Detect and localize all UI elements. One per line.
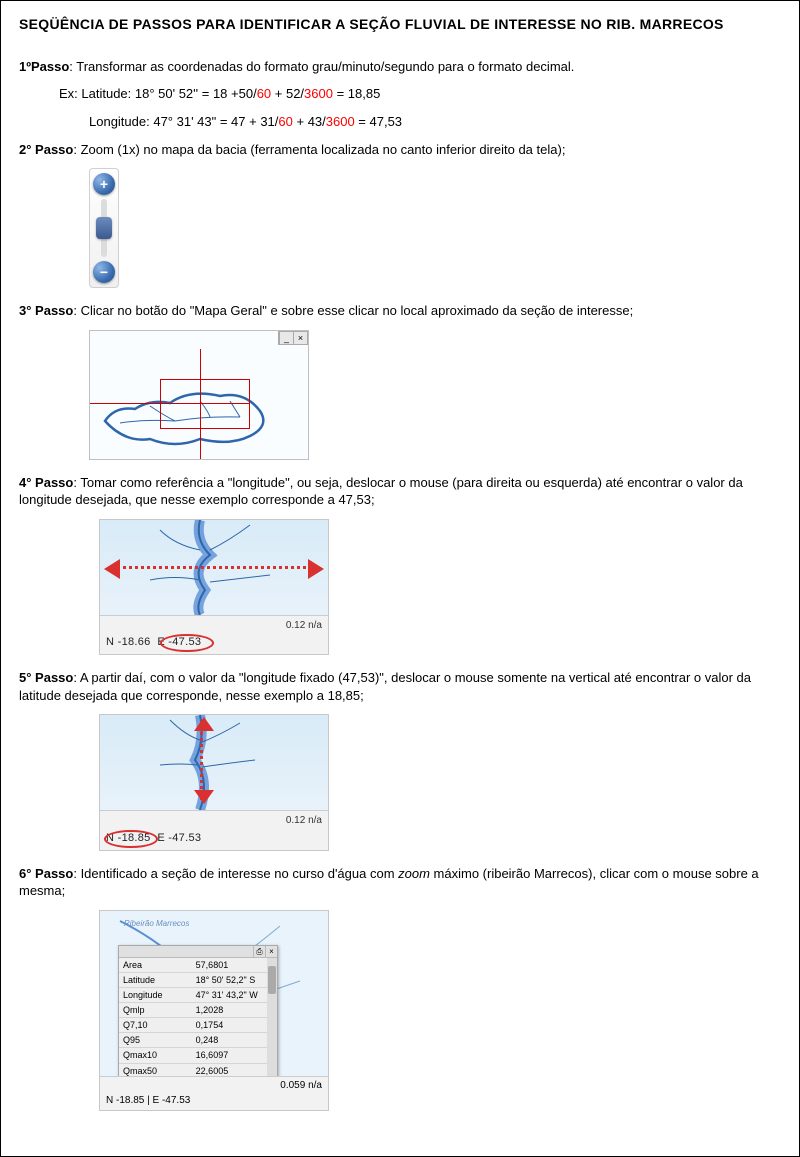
step-1-text: 1ºPasso: Transformar as coordenadas do f… bbox=[19, 58, 781, 76]
scale-label: 0.059 n/a bbox=[100, 1076, 328, 1095]
step-2-text: 2° Passo: Zoom (1x) no mapa da bacia (fe… bbox=[19, 141, 781, 159]
close-icon[interactable]: × bbox=[265, 946, 277, 957]
zoom-in-button[interactable]: + bbox=[93, 173, 115, 195]
map-panel[interactable] bbox=[100, 715, 328, 810]
coord-readout: N -18.85 E -47.53 bbox=[100, 829, 328, 850]
overview-map-figure: _ × bbox=[89, 330, 781, 460]
step-5-text: 5° Passo: A partir daí, com o valor da "… bbox=[19, 669, 781, 704]
scale-label: 0.12 n/a bbox=[106, 814, 322, 828]
pin-icon[interactable]: ⎙ bbox=[253, 946, 265, 957]
map-panel[interactable]: Ribeirão Marrecos ⎙ × Area57,6801Latitud… bbox=[100, 911, 328, 1076]
coord-readout: N -18.66 E -47.53 bbox=[100, 633, 328, 654]
zoom-out-button[interactable]: − bbox=[93, 261, 115, 283]
step-4-text: 4° Passo: Tomar como referência a "longi… bbox=[19, 474, 781, 509]
river-label: Ribeirão Marrecos bbox=[124, 919, 189, 930]
step-6-text: 6° Passo: Identificado a seção de intere… bbox=[19, 865, 781, 900]
horizontal-arrow-icon bbox=[110, 566, 318, 569]
selection-box bbox=[160, 379, 250, 429]
scrollbar[interactable] bbox=[267, 958, 277, 1076]
table-row: Latitude18° 50' 52,2" S bbox=[119, 972, 277, 987]
step-1-label: 1ºPasso bbox=[19, 59, 69, 74]
river-icon bbox=[100, 715, 328, 810]
map-panel[interactable] bbox=[100, 520, 328, 615]
zoom-thumb[interactable] bbox=[96, 217, 112, 239]
info-panel-toolbar: ⎙ × bbox=[119, 946, 277, 958]
overview-map-toolbar: _ × bbox=[278, 331, 308, 345]
table-row: Qmlp1,2028 bbox=[119, 1003, 277, 1018]
scrollbar-thumb[interactable] bbox=[268, 966, 276, 994]
info-panel[interactable]: ⎙ × Area57,6801Latitude18° 50' 52,2" SLo… bbox=[118, 945, 278, 1076]
table-row: Q950,248 bbox=[119, 1033, 277, 1048]
step-1-example-lon: Longitude: 47° 31' 43" = 47 + 31/60 + 43… bbox=[89, 113, 781, 131]
vertical-arrow-icon bbox=[200, 721, 203, 800]
minimize-icon[interactable]: _ bbox=[279, 332, 293, 344]
info-panel-figure: Ribeirão Marrecos ⎙ × Area57,6801Latitud… bbox=[99, 910, 781, 1111]
close-icon[interactable]: × bbox=[293, 332, 307, 344]
zoom-track[interactable] bbox=[101, 199, 107, 257]
latitude-figure: 0.12 n/a N -18.85 E -47.53 bbox=[99, 714, 781, 850]
page-title: SEQÜÊNCIA DE PASSOS PARA IDENTIFICAR A S… bbox=[19, 15, 781, 34]
longitude-figure: 0.12 n/a N -18.66 E -47.53 bbox=[99, 519, 781, 655]
table-row: Q7,100,1754 bbox=[119, 1018, 277, 1033]
info-table: Area57,6801Latitude18° 50' 52,2" SLongit… bbox=[119, 958, 277, 1076]
zoom-slider-figure: + − bbox=[89, 168, 781, 288]
step-1-desc: : Transformar as coordenadas do formato … bbox=[69, 59, 574, 74]
coord-readout: N -18.85 | E -47.53 bbox=[100, 1094, 328, 1110]
step-3-text: 3° Passo: Clicar no botão do "Mapa Geral… bbox=[19, 302, 781, 320]
step-1-example-lat: Ex: Latitude: 18° 50' 52'' = 18 +50/60 +… bbox=[59, 85, 781, 103]
overview-map[interactable]: _ × bbox=[89, 330, 309, 460]
scale-label: 0.12 n/a bbox=[106, 619, 322, 633]
zoom-slider[interactable]: + − bbox=[89, 168, 119, 288]
table-row: Longitude47° 31' 43,2" W bbox=[119, 987, 277, 1002]
table-row: Qmax5022,6005 bbox=[119, 1063, 277, 1076]
table-row: Area57,6801 bbox=[119, 958, 277, 973]
table-row: Qmax1016,6097 bbox=[119, 1048, 277, 1063]
